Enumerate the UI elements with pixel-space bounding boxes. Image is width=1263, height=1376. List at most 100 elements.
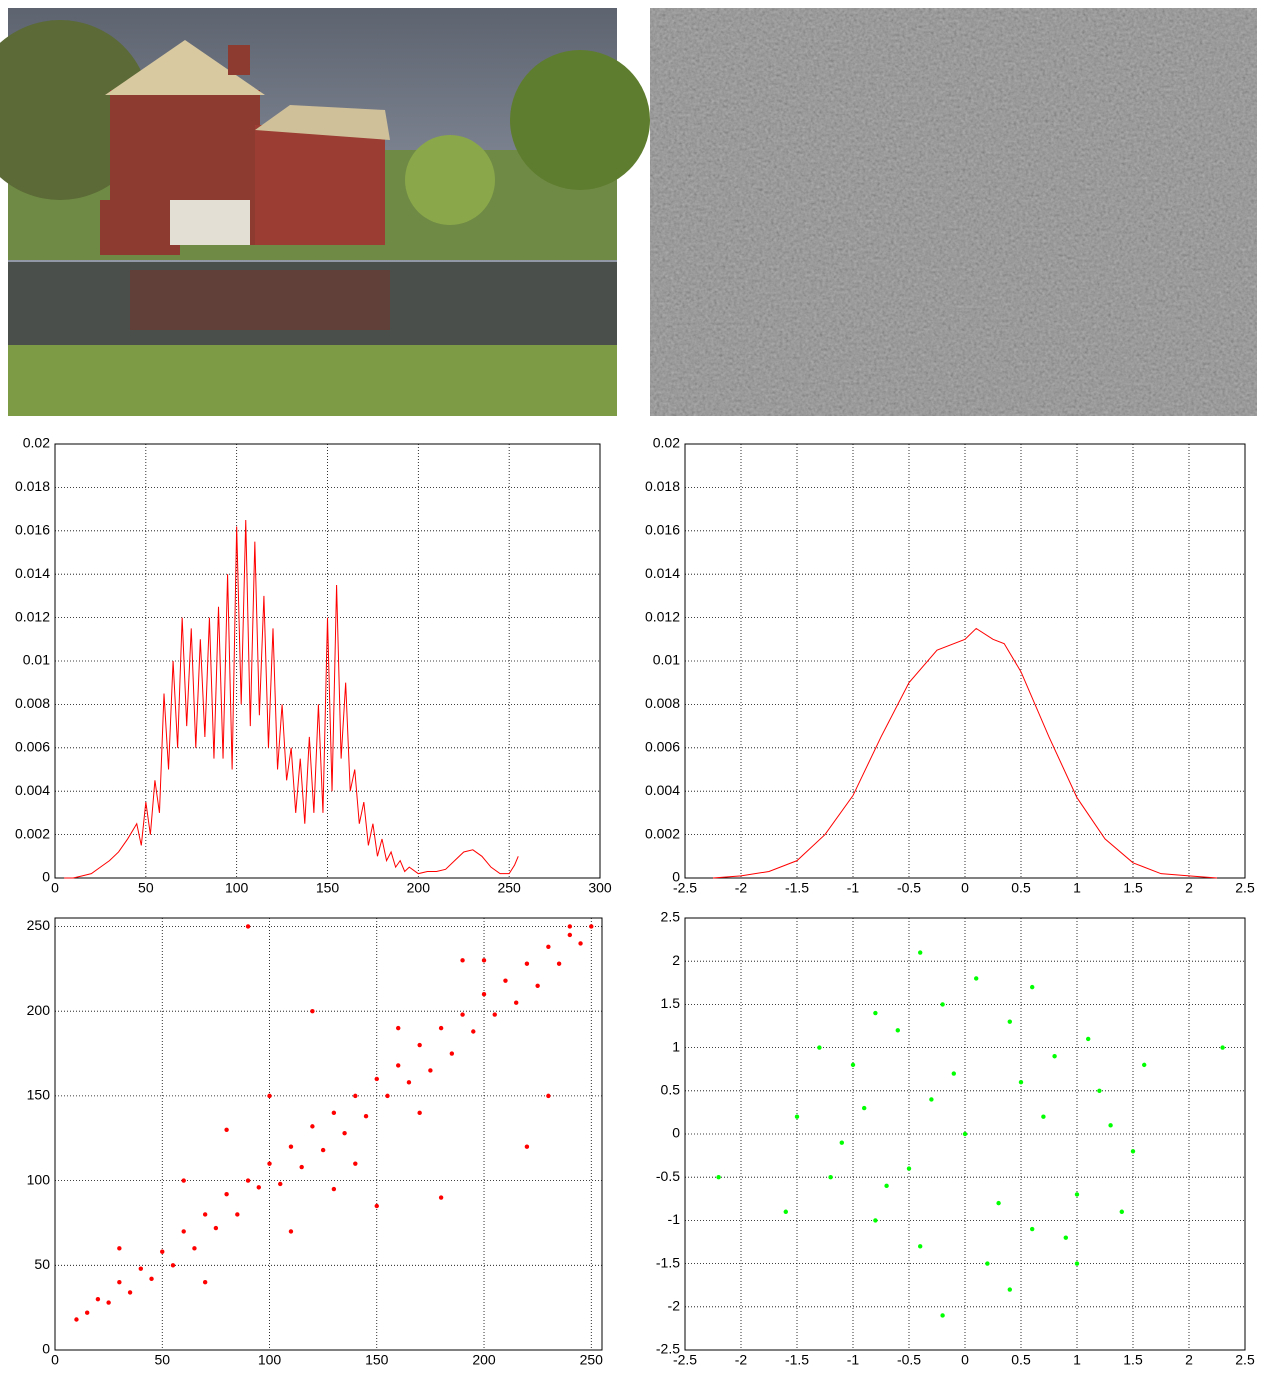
point	[918, 950, 922, 954]
point	[310, 1009, 314, 1013]
point	[332, 1187, 336, 1191]
point	[417, 1043, 421, 1047]
plot-area	[55, 918, 602, 1350]
point	[289, 1229, 293, 1233]
point	[321, 1148, 325, 1152]
point	[375, 1077, 379, 1081]
point	[460, 1012, 464, 1016]
x-tick-label: 0	[961, 880, 969, 896]
x-tick-label: -0.5	[897, 880, 921, 896]
x-tick-label: 0	[961, 1352, 969, 1368]
point	[817, 1045, 821, 1049]
point	[568, 933, 572, 937]
point	[514, 1001, 518, 1005]
point	[439, 1026, 443, 1030]
point	[873, 1218, 877, 1222]
y-tick-label: 0.002	[15, 825, 50, 841]
point	[460, 958, 464, 962]
figure: 05010015020025030000.0020.0040.0060.0080…	[0, 0, 1263, 1371]
x-tick-label: -1	[847, 880, 860, 896]
point	[257, 1185, 261, 1189]
point	[884, 1184, 888, 1188]
point	[482, 958, 486, 962]
point	[74, 1317, 78, 1321]
point	[546, 945, 550, 949]
y-tick-label: -1	[668, 1211, 681, 1227]
y-tick-label: 0.014	[15, 565, 50, 581]
y-tick-label: 0.006	[15, 739, 50, 755]
point	[578, 941, 582, 945]
x-tick-label: 2.5	[1235, 1352, 1255, 1368]
point	[985, 1261, 989, 1265]
point	[267, 1094, 271, 1098]
y-tick-label: 1	[672, 1038, 680, 1054]
x-tick-label: 50	[138, 880, 154, 896]
point	[428, 1068, 432, 1072]
y-tick-label: 0.004	[15, 782, 50, 798]
point	[896, 1028, 900, 1032]
point	[929, 1097, 933, 1101]
point	[417, 1111, 421, 1115]
point	[246, 924, 250, 928]
point	[353, 1094, 357, 1098]
point	[589, 924, 593, 928]
point	[407, 1080, 411, 1084]
x-tick-label: 50	[154, 1352, 170, 1368]
x-tick-label: 0	[51, 1352, 59, 1368]
point	[557, 962, 561, 966]
point	[1008, 1019, 1012, 1023]
y-tick-label: 0.016	[645, 522, 680, 538]
point	[535, 984, 539, 988]
point	[310, 1124, 314, 1128]
y-tick-label: 0.01	[23, 652, 50, 668]
y-tick-label: 250	[27, 917, 51, 933]
x-tick-label: 100	[225, 880, 249, 896]
y-tick-label: 1.5	[661, 995, 681, 1011]
point	[117, 1246, 121, 1250]
point	[396, 1026, 400, 1030]
x-tick-label: -2	[735, 1352, 748, 1368]
y-tick-label: -0.5	[656, 1168, 680, 1184]
point	[840, 1140, 844, 1144]
y-tick-label: 0.002	[645, 825, 680, 841]
y-tick-label: 0.5	[661, 1082, 681, 1098]
y-tick-label: -2.5	[656, 1341, 680, 1357]
x-tick-label: -1.5	[785, 880, 809, 896]
x-tick-label: 2.5	[1235, 880, 1255, 896]
point	[1120, 1210, 1124, 1214]
y-tick-label: 100	[27, 1171, 51, 1187]
point	[214, 1226, 218, 1230]
point	[471, 1029, 475, 1033]
point	[235, 1212, 239, 1216]
x-tick-label: 200	[472, 1352, 496, 1368]
point	[546, 1094, 550, 1098]
x-tick-label: 150	[365, 1352, 389, 1368]
x-tick-label: 2	[1185, 1352, 1193, 1368]
x-tick-label: 100	[258, 1352, 282, 1368]
point	[203, 1280, 207, 1284]
point	[1064, 1235, 1068, 1239]
y-tick-label: 0.018	[15, 478, 50, 494]
y-tick-label: 0.018	[645, 478, 680, 494]
point	[128, 1290, 132, 1294]
x-tick-label: 250	[497, 880, 521, 896]
y-tick-label: 0.008	[15, 695, 50, 711]
point	[106, 1300, 110, 1304]
point	[171, 1263, 175, 1267]
point	[385, 1094, 389, 1098]
y-tick-label: 0	[672, 869, 680, 885]
y-tick-label: 0.02	[653, 435, 680, 451]
point	[940, 1313, 944, 1317]
y-tick-label: 0	[672, 1125, 680, 1141]
point	[375, 1204, 379, 1208]
x-tick-label: 0.5	[1011, 1352, 1031, 1368]
point	[1131, 1149, 1135, 1153]
x-tick-label: 300	[588, 880, 612, 896]
x-tick-label: 1.5	[1123, 880, 1143, 896]
point	[182, 1178, 186, 1182]
point	[160, 1250, 164, 1254]
y-tick-label: 0.01	[653, 652, 680, 668]
point	[873, 1011, 877, 1015]
point	[353, 1161, 357, 1165]
point	[85, 1311, 89, 1315]
